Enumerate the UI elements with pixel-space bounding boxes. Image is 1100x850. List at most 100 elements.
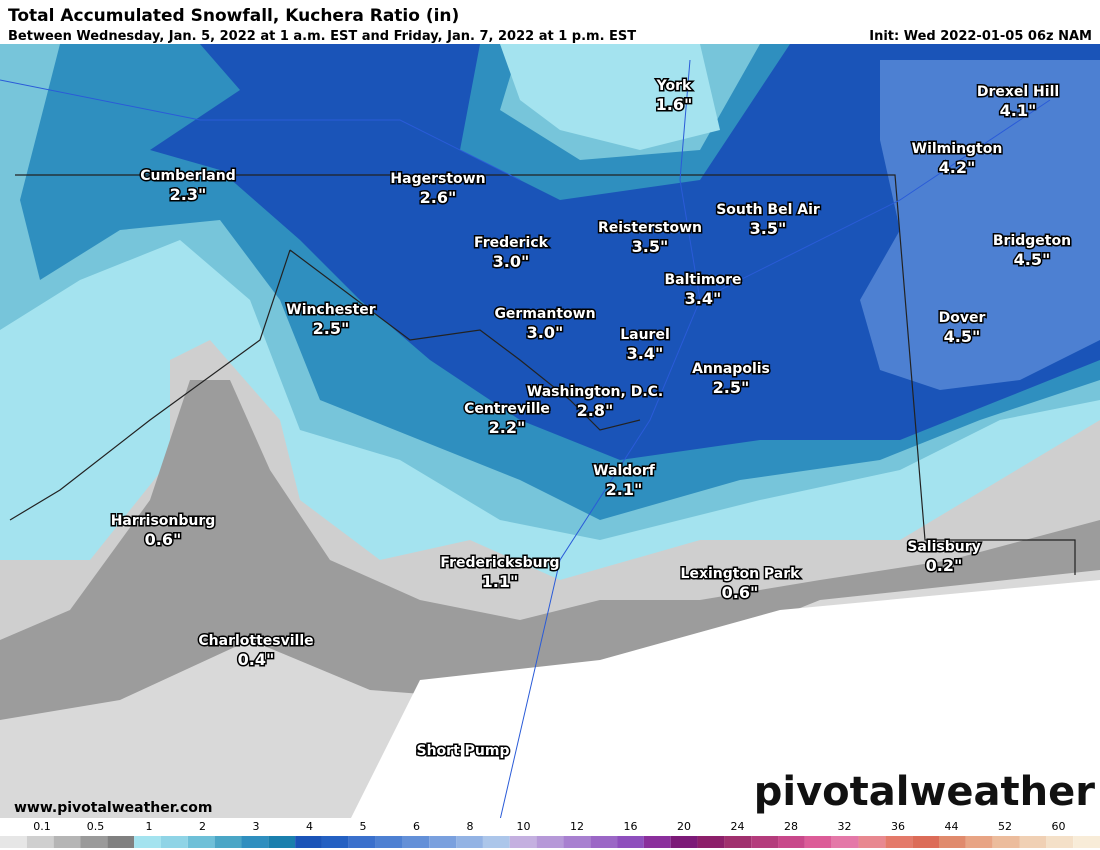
city-name: Harrisonburg <box>111 513 216 529</box>
city-name: Salisbury <box>907 539 980 555</box>
city-name: Short Pump <box>417 743 510 759</box>
legend-swatch <box>643 836 671 848</box>
legend-swatch <box>187 836 215 848</box>
legend-label: 1 <box>146 820 153 833</box>
legend-swatch <box>670 836 698 848</box>
snow-amount: 3.5" <box>632 237 669 256</box>
legend-swatch <box>26 836 54 848</box>
snow-amount: 0.4" <box>238 650 275 669</box>
legend-swatch <box>912 836 940 848</box>
legend-label: 28 <box>784 820 798 833</box>
legend-swatch <box>295 836 322 848</box>
legend-label: 24 <box>731 820 745 833</box>
snow-amount: 2.1" <box>606 480 643 499</box>
snow-amount: 3.4" <box>627 344 664 363</box>
snow-amount: 2.5" <box>313 319 350 338</box>
legend-swatch <box>536 836 564 848</box>
legend-swatch <box>429 836 457 848</box>
legend-swatch <box>804 836 832 848</box>
legend-swatch <box>1073 836 1100 848</box>
city-name: Wilmington <box>912 141 1003 157</box>
city-name: Bridgeton <box>993 233 1071 249</box>
snow-amount: 0.6" <box>145 530 182 549</box>
highway <box>0 59 1051 821</box>
legend-label: 6 <box>413 820 420 833</box>
snow-amount: 2.6" <box>420 188 457 207</box>
state-border <box>9 249 641 521</box>
legend-swatch <box>0 836 27 848</box>
legend-swatch <box>563 836 591 848</box>
legend-swatch <box>402 836 430 848</box>
legend-swatch <box>241 836 269 848</box>
city-name: Dover <box>939 310 986 326</box>
city-name: Winchester <box>286 302 375 318</box>
snow-amount: 4.2" <box>939 158 976 177</box>
legend-swatch <box>885 836 913 848</box>
city-name: Frederick <box>474 235 549 251</box>
legend-label: 5 <box>360 820 367 833</box>
city-name: Laurel <box>620 327 670 343</box>
city-name: Baltimore <box>664 272 741 288</box>
legend-swatch <box>724 836 752 848</box>
legend-label: 0.1 <box>33 820 51 833</box>
snow-amount: 4.5" <box>944 327 981 346</box>
snow-amount: 3.0" <box>493 252 530 271</box>
legend-swatch <box>160 836 188 848</box>
legend-swatch <box>482 836 510 848</box>
city-name: Cumberland <box>140 168 235 184</box>
legend-swatch <box>858 836 886 848</box>
legend-label: 32 <box>838 820 852 833</box>
city-name: Reisterstown <box>598 220 702 236</box>
legend-swatch <box>53 836 81 848</box>
logo: pivotalweather <box>754 769 1096 815</box>
snow-amount: 3.5" <box>750 219 787 238</box>
legend-label: 52 <box>998 820 1012 833</box>
city-name: South Bel Air <box>716 202 820 218</box>
map <box>0 44 1100 821</box>
snow-amount: 3.0" <box>527 323 564 342</box>
legend-swatch <box>831 836 859 848</box>
snow-amount: 1.1" <box>482 572 519 591</box>
legend-label: 16 <box>624 820 638 833</box>
legend-swatch <box>375 836 403 848</box>
legend-swatch <box>590 836 618 848</box>
city-name: Drexel Hill <box>977 84 1059 100</box>
snow-amount: 2.8" <box>577 401 614 420</box>
no-snow <box>350 580 1100 820</box>
snow-amount: 2.2" <box>489 418 526 437</box>
snow-amount: 2.5" <box>713 378 750 397</box>
band-4-5 <box>860 60 1100 390</box>
legend-swatch <box>214 836 242 848</box>
legend-swatch <box>268 836 296 848</box>
legend-swatch <box>321 836 349 848</box>
city-name: Lexington Park <box>681 566 801 582</box>
site-url: www.pivotalweather.com <box>14 800 213 816</box>
legend-swatch <box>751 836 779 848</box>
legend-swatch <box>509 836 537 848</box>
init-time: Init: Wed 2022-01-05 06z NAM <box>869 29 1092 44</box>
band-4 <box>150 44 1100 460</box>
legend-label: 8 <box>467 820 474 833</box>
legend-label: 36 <box>891 820 905 833</box>
legend-label: 60 <box>1052 820 1066 833</box>
low-york <box>500 44 720 150</box>
city-name: Annapolis <box>692 361 770 377</box>
legend-label: 4 <box>306 820 313 833</box>
city-name: York <box>656 78 692 94</box>
subtitle: Between Wednesday, Jan. 5, 2022 at 1 a.m… <box>8 29 636 44</box>
snow-amount: 3.4" <box>685 289 722 308</box>
legend-label: 44 <box>945 820 959 833</box>
legend-swatch <box>992 836 1020 848</box>
legend-swatch <box>134 836 161 848</box>
legend-label: 10 <box>517 820 531 833</box>
city-name: Germantown <box>494 306 595 322</box>
legend-swatch <box>778 836 805 848</box>
snow-amount: 0.2" <box>926 556 963 575</box>
city-name: Waldorf <box>593 463 656 479</box>
color-legend: 0.1 0.5 1 2 3 4 5 6 8 10 12 16 20 24 28 32 36 44 52 60 <box>0 820 1100 848</box>
snow-amount: 2.3" <box>170 185 207 204</box>
state-border <box>15 174 1076 575</box>
city-name: Washington, D.C. <box>527 384 663 400</box>
